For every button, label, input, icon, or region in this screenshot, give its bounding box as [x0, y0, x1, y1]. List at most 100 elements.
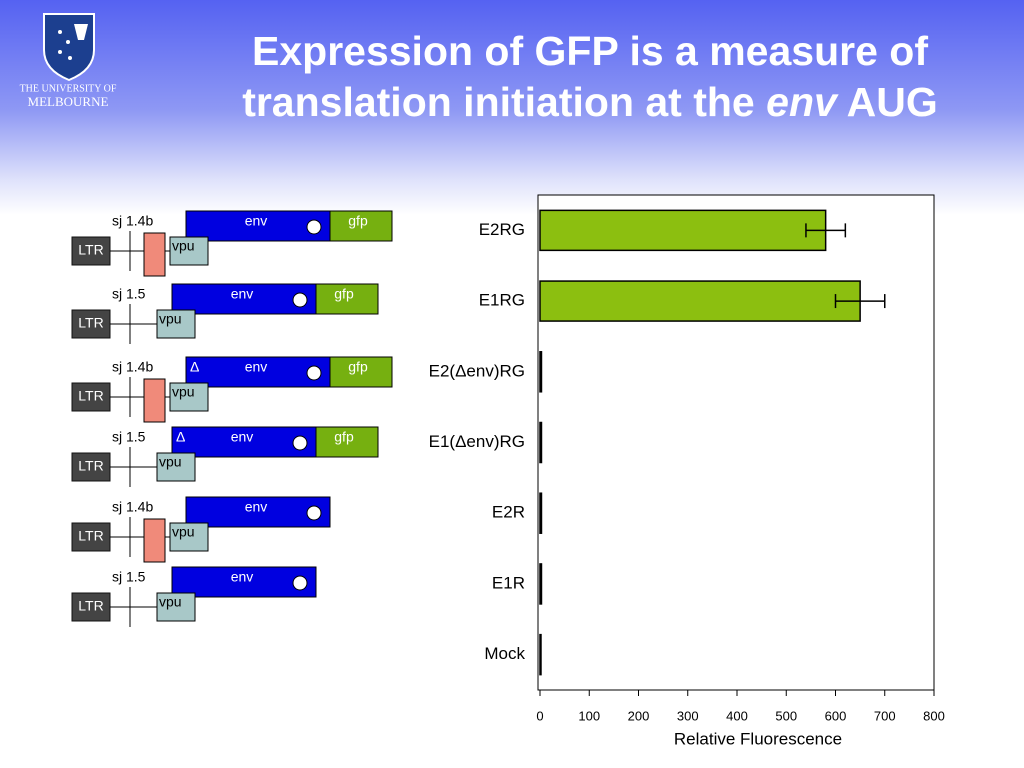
exon-box	[143, 232, 166, 277]
sj-label: sj 1.5	[112, 569, 146, 585]
logo: THE UNIVERSITY OF MELBOURNE	[20, 13, 117, 109]
vpu-label: vpu	[159, 311, 182, 327]
sj-label: sj 1.4b	[112, 499, 153, 515]
env-label: env	[231, 286, 254, 302]
aug-marker	[292, 575, 308, 591]
title-line: translation initiation at the env AUG	[130, 77, 1024, 128]
x-tick-label: 300	[677, 708, 699, 723]
gfp-label: gfp	[348, 213, 368, 229]
sj-label: sj 1.4b	[112, 359, 153, 375]
env-label: env	[231, 429, 254, 445]
gfp-label: gfp	[334, 429, 354, 445]
aug-marker	[292, 435, 308, 451]
ltr-box	[71, 382, 111, 412]
logo-text: MELBOURNE	[28, 94, 109, 109]
env-label: env	[231, 569, 254, 585]
delta-label: Δ	[176, 429, 185, 445]
bar	[539, 209, 827, 252]
gfp-label: gfp	[334, 286, 354, 302]
title-italic: env	[766, 79, 837, 125]
gfp-label: gfp	[348, 359, 368, 375]
y-category-label: E2RG	[479, 220, 525, 239]
gfp-box	[315, 283, 379, 315]
x-axis-label: Relative Fluorescence	[674, 729, 842, 748]
vpu-box	[169, 522, 209, 552]
logo-star	[58, 30, 62, 34]
env-box	[171, 426, 317, 458]
y-category-label: E1RG	[479, 291, 525, 310]
bar	[539, 563, 543, 605]
ltr-label: LTR	[78, 315, 103, 331]
title-text: translation initiation at the	[242, 79, 755, 125]
x-tick-label: 200	[628, 708, 650, 723]
slide-title: Expression of GFP is a measure of transl…	[130, 26, 1024, 128]
bar	[539, 351, 543, 393]
y-category-label: E2(Δenv)RG	[429, 361, 525, 380]
gfp-box	[329, 356, 393, 388]
x-tick-label: 500	[775, 708, 797, 723]
env-box	[185, 210, 331, 242]
logo-shield	[43, 13, 95, 82]
env-box	[171, 566, 317, 598]
env-label: env	[245, 359, 268, 375]
aug-marker	[306, 505, 322, 521]
sj-label: sj 1.5	[112, 286, 146, 302]
ltr-box	[71, 452, 111, 482]
x-tick-label: 700	[874, 708, 896, 723]
y-category-label: Mock	[484, 644, 525, 663]
aug-marker	[306, 219, 322, 235]
bar	[539, 492, 543, 534]
gfp-box	[329, 210, 393, 242]
vpu-label: vpu	[172, 524, 195, 540]
x-tick-label: 400	[726, 708, 748, 723]
vpu-box	[156, 309, 196, 339]
x-tick-label: 600	[825, 708, 847, 723]
vpu-label: vpu	[172, 238, 195, 254]
bar	[539, 421, 543, 464]
delta-label: Δ	[190, 359, 199, 375]
x-tick-label: 100	[578, 708, 600, 723]
env-box	[171, 283, 317, 315]
aug-marker	[292, 292, 308, 308]
env-label: env	[245, 499, 268, 515]
y-category-label: E1(Δenv)RG	[429, 432, 525, 451]
vpu-box	[169, 382, 209, 412]
vpu-label: vpu	[172, 384, 195, 400]
gfp-box	[315, 426, 379, 458]
logo-star	[58, 50, 62, 54]
ltr-label: LTR	[78, 388, 103, 404]
title-text: AUG	[846, 79, 938, 125]
env-box	[185, 496, 331, 528]
vpu-label: vpu	[159, 454, 182, 470]
env-label: env	[245, 213, 268, 229]
sj-label: sj 1.4b	[112, 213, 153, 229]
bar	[539, 633, 542, 676]
logo-figure	[74, 24, 88, 40]
exon-box	[143, 518, 166, 563]
logo-star	[68, 56, 72, 60]
y-category-label: E1R	[492, 573, 525, 592]
bar	[539, 280, 861, 322]
logo-star	[66, 40, 70, 44]
plot-frame	[537, 194, 935, 691]
ltr-box	[71, 236, 111, 266]
env-box	[185, 356, 331, 388]
vpu-box	[156, 592, 196, 622]
ltr-box	[71, 522, 111, 552]
ltr-label: LTR	[78, 242, 103, 258]
ltr-label: LTR	[78, 458, 103, 474]
x-tick-label: 800	[923, 708, 945, 723]
title-line: Expression of GFP is a measure of	[252, 28, 928, 74]
vpu-box	[169, 236, 209, 266]
aug-marker	[306, 365, 322, 381]
vpu-label: vpu	[159, 594, 182, 610]
logo-text: THE UNIVERSITY OF	[20, 83, 117, 94]
y-category-label: E2R	[492, 503, 525, 522]
exon-box	[143, 378, 166, 423]
ltr-label: LTR	[78, 598, 103, 614]
sj-label: sj 1.5	[112, 429, 146, 445]
x-tick-label: 0	[536, 708, 543, 723]
vpu-box	[156, 452, 196, 482]
